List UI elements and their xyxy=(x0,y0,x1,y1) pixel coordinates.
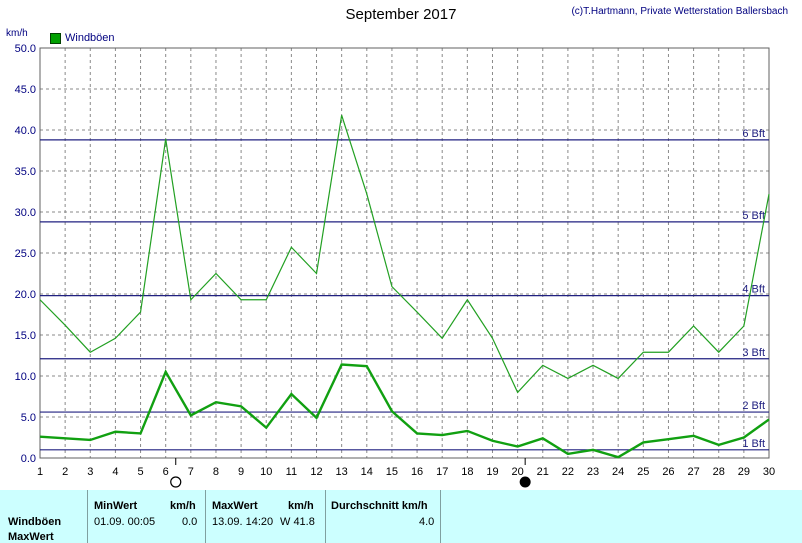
avg-value: 4.0 xyxy=(419,516,435,528)
y-tick-label: 10.0 xyxy=(15,371,36,383)
x-tick-label: 6 xyxy=(163,466,169,478)
y-tick-label: 35.0 xyxy=(15,166,36,178)
beaufort-label: 6 Bft xyxy=(742,128,765,140)
y-tick-label: 25.0 xyxy=(15,248,36,260)
panel-divider xyxy=(440,490,441,543)
x-tick-label: 24 xyxy=(612,466,624,478)
y-tick-label: 50.0 xyxy=(15,43,36,55)
avg-header: Durchschnitt km/h xyxy=(331,500,428,512)
y-tick-label: 5.0 xyxy=(21,412,36,424)
x-tick-label: 30 xyxy=(763,466,775,478)
copyright-note: (c)T.Hartmann, Private Wetterstation Bal… xyxy=(571,6,788,17)
y-axis-unit: km/h xyxy=(6,28,28,39)
x-tick-label: 2 xyxy=(62,466,68,478)
max-datetime: 13.09. 14:20 xyxy=(212,516,274,528)
beaufort-label: 5 Bft xyxy=(742,210,765,222)
beaufort-label: 3 Bft xyxy=(742,347,765,359)
x-tick-label: 21 xyxy=(537,466,549,478)
x-tick-label: 14 xyxy=(361,466,373,478)
x-tick-label: 29 xyxy=(738,466,750,478)
x-tick-label: 10 xyxy=(260,466,272,478)
x-tick-label: 27 xyxy=(687,466,699,478)
panel-divider xyxy=(87,490,88,543)
new-moon-icon xyxy=(519,476,531,488)
summary-panel: Windböen MaxWert MinWert km/h 01.09. 00:… xyxy=(0,490,802,543)
x-tick-label: 11 xyxy=(286,466,297,478)
x-tick-label: 20 xyxy=(511,466,523,478)
x-tick-label: 12 xyxy=(310,466,322,478)
beaufort-label: 1 Bft xyxy=(742,438,765,450)
x-tick-label: 4 xyxy=(112,466,118,478)
x-tick-label: 25 xyxy=(637,466,649,478)
beaufort-label: 2 Bft xyxy=(742,400,765,412)
legend-swatch xyxy=(50,32,61,44)
chart-area: 0.0 5.0 10.0 15.0 20.0 25.0 30.0 35.0 40.0 45.0 50… xyxy=(15,43,775,488)
average-series-line xyxy=(39,363,770,459)
x-tick-label: 19 xyxy=(486,466,498,478)
max-value: W 41.8 xyxy=(280,516,315,528)
panel-divider xyxy=(205,490,206,543)
row-label-maxvalue: MaxWert xyxy=(8,531,54,543)
x-tick-label: 5 xyxy=(137,466,143,478)
full-moon-icon xyxy=(170,476,182,488)
row-label-gusts: Windböen xyxy=(8,516,62,528)
x-tick-label: 28 xyxy=(713,466,725,478)
min-unit: km/h xyxy=(170,500,196,512)
min-value: 0.0 xyxy=(182,516,198,528)
chart-title: September 2017 xyxy=(345,6,457,23)
legend: Windböen xyxy=(50,32,115,44)
x-tick-label: 26 xyxy=(662,466,674,478)
x-tick-label: 18 xyxy=(461,466,473,478)
x-tick-label: 3 xyxy=(87,466,93,478)
y-tick-label: 45.0 xyxy=(15,84,36,96)
y-tick-label: 40.0 xyxy=(15,125,36,137)
plot-frame xyxy=(39,47,770,459)
max-header: MaxWert xyxy=(212,500,258,512)
x-tick-label: 23 xyxy=(587,466,599,478)
y-tick-label: 20.0 xyxy=(15,289,36,301)
x-tick-label: 7 xyxy=(188,466,194,478)
min-header: MinWert xyxy=(94,500,138,512)
x-tick-label: 1 xyxy=(37,466,43,478)
x-tick-label: 9 xyxy=(238,466,244,478)
y-tick-label: 0.0 xyxy=(21,453,36,465)
gust-series-line xyxy=(39,115,770,394)
min-datetime: 01.09. 00:05 xyxy=(94,516,156,528)
x-tick-label: 13 xyxy=(336,466,348,478)
legend-label: Windböen xyxy=(65,32,115,44)
y-tick-label: 15.0 xyxy=(15,330,36,342)
x-tick-label: 8 xyxy=(213,466,219,478)
x-tick-label: 16 xyxy=(411,466,423,478)
panel-divider xyxy=(325,490,326,543)
y-tick-label: 30.0 xyxy=(15,207,36,219)
max-unit: km/h xyxy=(288,500,314,512)
x-tick-label: 22 xyxy=(562,466,574,478)
x-tick-label: 17 xyxy=(436,466,448,478)
beaufort-label: 4 Bft xyxy=(742,284,765,296)
x-tick-label: 15 xyxy=(386,466,398,478)
